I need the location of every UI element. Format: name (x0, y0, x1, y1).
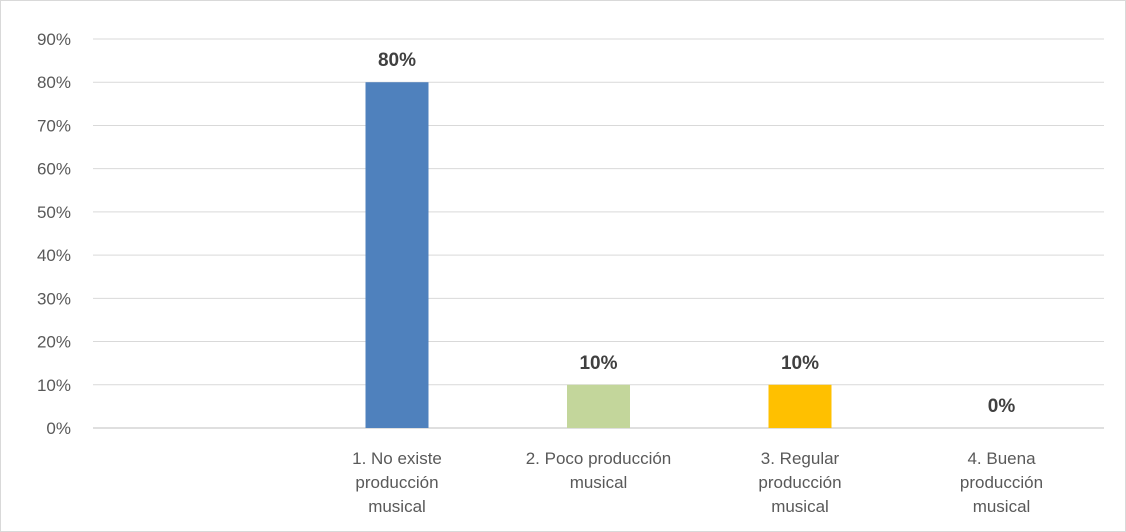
category-label-line: 3. Regular (761, 449, 840, 468)
bars (365, 82, 832, 428)
category-label: 3. Regular producción musical (758, 449, 841, 516)
category-label-line: producción (960, 473, 1043, 492)
category-label-line: musical (368, 497, 426, 516)
y-tick-label: 40% (37, 246, 71, 265)
data-label: 10% (781, 353, 819, 374)
category-label: 4. Buena producción musical (960, 449, 1043, 516)
category-label-line: musical (973, 497, 1031, 516)
y-tick-label: 20% (37, 333, 71, 352)
category-label-line: 4. Buena (967, 449, 1036, 468)
category-label-line: producción (355, 473, 438, 492)
y-tick-label: 30% (37, 289, 71, 308)
y-tick-label: 60% (37, 160, 71, 179)
category-label: 1. No existe producción musical (352, 449, 442, 516)
y-tick-label: 80% (37, 73, 71, 92)
y-tick-label: 90% (37, 30, 71, 49)
gridlines (93, 38, 1104, 429)
y-tick-label: 70% (37, 116, 71, 135)
category-label-line: musical (771, 497, 829, 516)
category-label-line: 1. No existe (352, 449, 442, 468)
category-label-line: 2. Poco producción (526, 449, 672, 468)
data-label: 0% (988, 396, 1016, 417)
data-label: 10% (579, 353, 617, 374)
y-tick-label: 10% (37, 376, 71, 395)
bar (365, 82, 429, 428)
category-label: 2. Poco producción musical (526, 449, 672, 492)
bar (768, 384, 832, 428)
y-axis-ticks: 0% 10% 20% 30% 40% 50% 60% 70% 80% 90% (37, 30, 71, 438)
category-label-line: musical (570, 473, 628, 492)
data-labels: 80% 10% 10% 0% (378, 50, 1015, 417)
data-label: 80% (378, 50, 416, 71)
y-tick-label: 50% (37, 203, 71, 222)
bar (567, 384, 630, 428)
y-tick-label: 0% (46, 419, 71, 438)
category-label-line: producción (758, 473, 841, 492)
